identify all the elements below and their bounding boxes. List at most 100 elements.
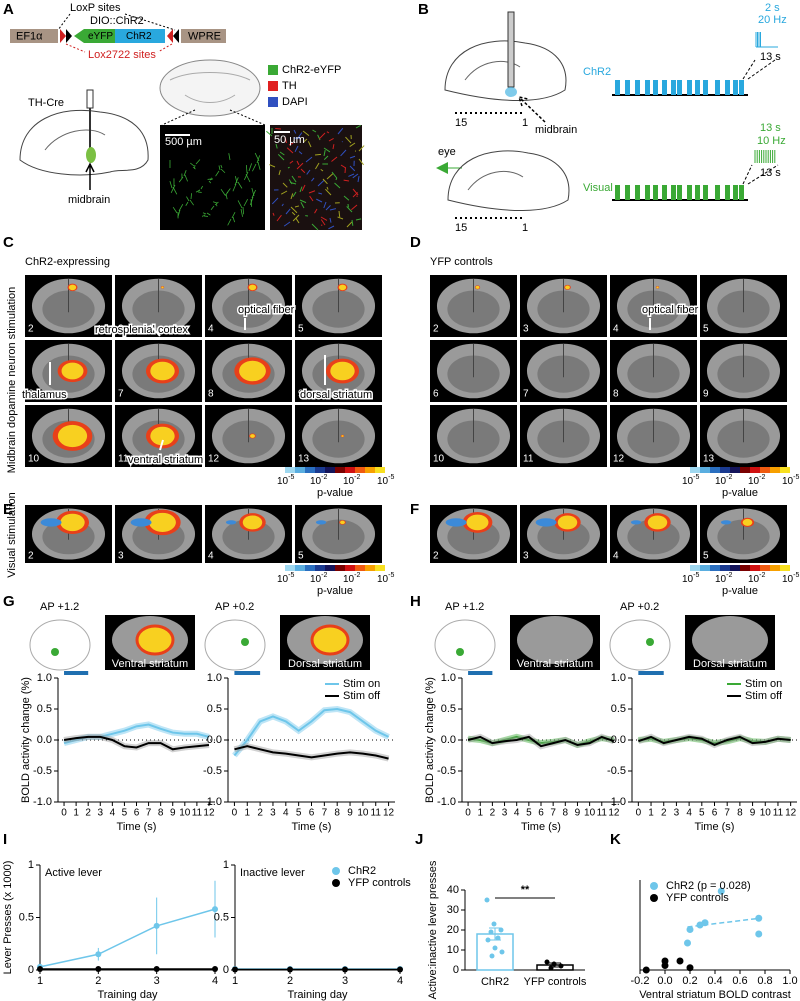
pulse [739,80,744,95]
texture [278,169,281,176]
tick-exp: -5 [288,474,294,481]
construct-part: EF1α [16,30,43,42]
x-tick-label: 4 [110,808,116,819]
scale-label: 1 [522,222,528,234]
texture [243,198,248,207]
slice-number: 8 [208,389,214,400]
texture [318,132,326,140]
label: 20 Hz [758,14,787,26]
line [229,109,266,126]
tick-base: 10 [715,476,727,487]
y-tick-label: 1.0 [441,672,456,684]
x-axis-label: Time (s) [117,821,157,833]
construct-part: WPRE [188,30,221,42]
y-axis-label: Active:inactive lever presses [427,860,439,999]
activation [565,285,570,290]
tick-base: 10 [748,574,760,585]
brain-sketch [447,150,570,211]
arrow [517,95,546,123]
slice-number: 3 [523,324,529,335]
texture [352,192,359,198]
legend-swatch [268,97,278,107]
atlas [204,619,266,671]
pulse [733,80,738,95]
pulse [715,185,720,200]
colorbar-cell [305,565,315,571]
texture [294,145,299,153]
tick-base: 10 [310,476,322,487]
slice-number: 2 [433,551,439,562]
slice-number: 5 [298,551,304,562]
marker [212,965,218,972]
light-cone [505,87,517,97]
point [686,964,694,972]
x-tick-label: 1 [37,975,43,987]
x-axis-label: Time (s) [292,821,332,833]
slice-number: 8 [613,389,619,400]
colorbar-cell [780,467,790,473]
activation [161,286,164,289]
texture [331,156,338,162]
deactivation [720,520,732,525]
colorbar-cell [760,565,770,571]
tick-exp: -2 [726,572,732,579]
slice-number: 4 [613,551,619,562]
colorbar-tick: 10-5 [377,572,394,585]
colorbar-tick: 10-5 [377,474,394,487]
texture [307,141,312,148]
legend-label: YFP controls [666,892,729,904]
pulse [695,185,700,200]
texture [172,206,178,214]
activation [557,515,578,530]
x-tick-label: 10 [179,808,191,819]
pulse [662,80,667,95]
slice-number: 4 [613,324,619,335]
data-point [491,921,497,927]
pulse [645,185,650,200]
x-tick-label: 0.2 [682,975,697,987]
ap-label: AP +0.2 [215,601,254,613]
texture [185,201,189,206]
x-tick-label: 3 [502,808,508,819]
texture [250,198,253,207]
colorbar-tick: 10-2 [310,474,327,487]
y-tick-label: 0.5 [214,911,229,923]
x-tick-label: 0.4 [707,975,722,987]
activation [310,624,350,656]
colorbar-tick: 10-5 [277,572,294,585]
texture [237,200,243,209]
scale-label: 15 [455,117,467,129]
panel-label: I [3,831,7,848]
texture [340,164,347,169]
x-tick-label: 2 [490,808,496,819]
texture [245,165,248,174]
series-line [467,735,615,748]
atlas-site [456,648,464,656]
texture [323,201,327,209]
texture [183,170,187,177]
data-point [485,937,491,943]
texture [248,163,253,172]
texture [192,166,196,170]
texture [244,171,249,180]
eye-label: eye [438,146,456,158]
legend-label: DAPI [282,96,308,108]
x-tick-label: 2 [287,975,293,987]
x-tick-label: 5 [526,808,532,819]
activation [150,426,175,446]
texture [325,188,332,196]
slice-number: 4 [208,324,214,335]
texture [289,160,294,164]
chart-title: Active lever [45,867,102,879]
line [742,59,756,80]
texture [328,137,334,142]
x-tick-label: 9 [347,808,353,819]
point [642,966,650,974]
activation [341,435,344,437]
panel-title: YFP controls [430,256,493,268]
texture [285,208,291,215]
texture [291,175,297,183]
egfp-arrow [74,29,115,43]
x-tick-label: 5 [296,808,302,819]
annotation: dorsal striatum [300,389,372,401]
